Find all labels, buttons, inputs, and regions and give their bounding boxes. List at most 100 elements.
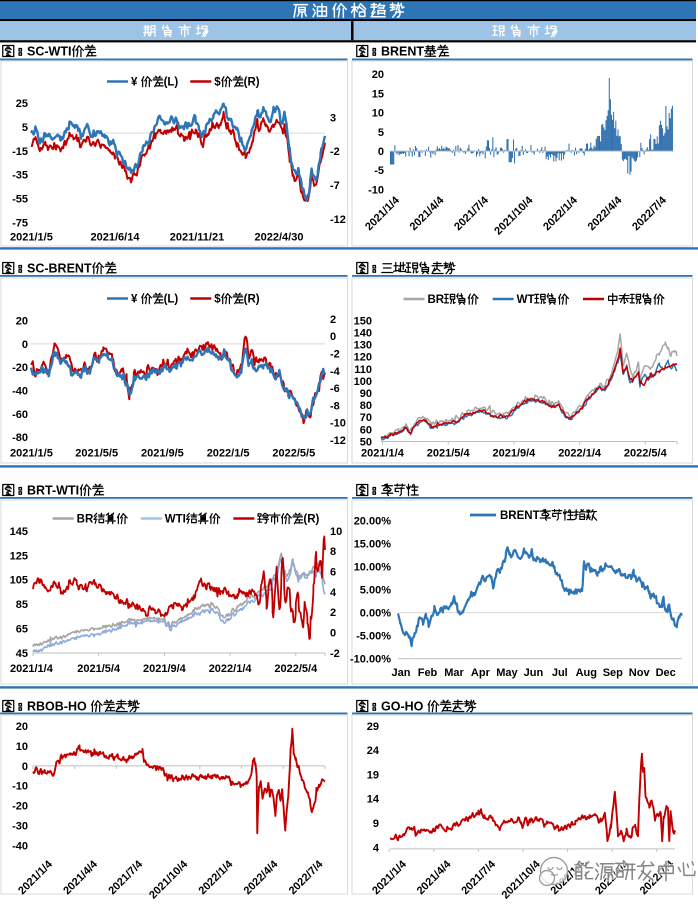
svg-text:(R): (R) (303, 514, 319, 526)
svg-text:-5.00%: -5.00% (356, 631, 391, 643)
svg-text:-2: -2 (330, 146, 340, 158)
svg-text:2: 2 (330, 314, 336, 326)
svg-text:0.00%: 0.00% (360, 608, 391, 620)
svg-text:150: 150 (354, 315, 372, 327)
svg-text:RBOB-HO: RBOB-HO (27, 699, 87, 713)
svg-text:2: 2 (330, 607, 336, 619)
svg-text:$: $ (214, 294, 221, 306)
svg-text:2021/9/4: 2021/9/4 (143, 663, 187, 675)
svg-text:0: 0 (22, 761, 28, 773)
svg-text:20: 20 (16, 721, 28, 733)
svg-text:WTI: WTI (165, 514, 186, 526)
svg-text:125: 125 (10, 550, 28, 562)
svg-text:(R): (R) (244, 77, 260, 89)
svg-text:80: 80 (360, 400, 372, 412)
svg-text:(R): (R) (244, 294, 260, 306)
svg-text:5: 5 (22, 122, 28, 134)
svg-text:Mar: Mar (444, 667, 464, 679)
svg-text:145: 145 (10, 526, 28, 538)
svg-text:2022/1/4: 2022/1/4 (558, 447, 602, 459)
svg-text:WT: WT (517, 294, 535, 306)
svg-text:-40: -40 (12, 385, 28, 397)
svg-text:BRT-WTI: BRT-WTI (27, 483, 79, 497)
svg-text:8: 8 (330, 546, 336, 558)
svg-text:140: 140 (354, 328, 372, 340)
svg-text:120: 120 (354, 352, 372, 364)
svg-text:10: 10 (330, 526, 342, 538)
svg-text:BR: BR (77, 514, 94, 526)
svg-text:2021/5/5: 2021/5/5 (75, 447, 118, 459)
svg-text:BR: BR (428, 294, 445, 306)
svg-text:2021/5/4: 2021/5/4 (427, 447, 471, 459)
svg-text:-20: -20 (12, 801, 28, 813)
svg-text:-2: -2 (330, 348, 340, 360)
svg-text:3: 3 (330, 112, 336, 124)
svg-text:-20: -20 (12, 362, 28, 374)
svg-text:0: 0 (330, 628, 336, 640)
svg-text:-10: -10 (12, 781, 28, 793)
svg-text:SC-BRENT: SC-BRENT (27, 261, 92, 275)
svg-text:Sep: Sep (603, 667, 623, 679)
svg-text:2021/1/5: 2021/1/5 (10, 447, 53, 459)
svg-text:20: 20 (372, 69, 384, 81)
svg-text:-55: -55 (12, 193, 28, 205)
svg-text:10: 10 (372, 108, 384, 120)
svg-text:100: 100 (354, 376, 372, 388)
svg-text:2022/1/4: 2022/1/4 (209, 663, 253, 675)
svg-text:2021/1/4: 2021/1/4 (361, 447, 405, 459)
svg-text:24: 24 (367, 745, 380, 757)
svg-text:4: 4 (330, 587, 337, 599)
svg-text:50: 50 (360, 436, 372, 448)
svg-text:-60: -60 (12, 409, 28, 421)
svg-text:105: 105 (10, 575, 28, 587)
svg-text:-15: -15 (12, 146, 28, 158)
svg-text:2022/4/30: 2022/4/30 (255, 231, 304, 243)
svg-text:-35: -35 (12, 170, 28, 182)
svg-text:$: $ (214, 77, 221, 89)
svg-text:-2: -2 (330, 648, 340, 660)
svg-text:130: 130 (354, 340, 372, 352)
svg-text:0: 0 (330, 331, 336, 343)
svg-text:-10.00%: -10.00% (350, 654, 391, 666)
svg-text:GO-HO: GO-HO (381, 699, 424, 713)
svg-text:(L): (L) (164, 77, 179, 89)
svg-text:2022/5/4: 2022/5/4 (624, 447, 668, 459)
svg-text:20.00%: 20.00% (354, 515, 392, 527)
svg-text:-80: -80 (12, 432, 28, 444)
svg-text:BRENT: BRENT (500, 510, 540, 522)
svg-text:15: 15 (372, 88, 384, 100)
svg-text:-12: -12 (330, 214, 346, 226)
svg-text:110: 110 (354, 364, 372, 376)
svg-text:70: 70 (360, 412, 372, 424)
svg-text:(L): (L) (164, 294, 179, 306)
svg-text:10.00%: 10.00% (354, 561, 392, 573)
svg-text:65: 65 (16, 624, 28, 636)
svg-text:-4: -4 (330, 366, 341, 378)
svg-text:Aug: Aug (576, 667, 597, 679)
svg-text:29: 29 (367, 721, 379, 733)
svg-text:BRENT: BRENT (381, 44, 424, 58)
svg-text:14: 14 (367, 794, 380, 806)
svg-text:0: 0 (22, 339, 28, 351)
svg-text:5.00%: 5.00% (360, 584, 391, 596)
svg-text:-8: -8 (330, 400, 340, 412)
svg-text:Jan: Jan (392, 667, 411, 679)
svg-text:25: 25 (16, 98, 28, 110)
svg-text:2021/11/21: 2021/11/21 (170, 231, 224, 243)
svg-text:4: 4 (373, 842, 380, 854)
svg-text:Dec: Dec (656, 667, 676, 679)
svg-text:10: 10 (16, 741, 28, 753)
svg-text:Jun: Jun (524, 667, 544, 679)
svg-text:85: 85 (16, 599, 28, 611)
svg-text:2022/5/4: 2022/5/4 (274, 663, 318, 675)
svg-text:SC-WTI: SC-WTI (27, 44, 71, 58)
svg-text:2021/9/5: 2021/9/5 (141, 447, 184, 459)
svg-text:-75: -75 (12, 217, 28, 229)
svg-text:Feb: Feb (418, 667, 438, 679)
svg-text:Nov: Nov (629, 667, 651, 679)
svg-text:-6: -6 (330, 383, 340, 395)
svg-text:May: May (496, 667, 518, 679)
svg-text:0: 0 (378, 146, 384, 158)
svg-text:60: 60 (360, 424, 372, 436)
svg-text:2021/6/14: 2021/6/14 (91, 231, 141, 243)
